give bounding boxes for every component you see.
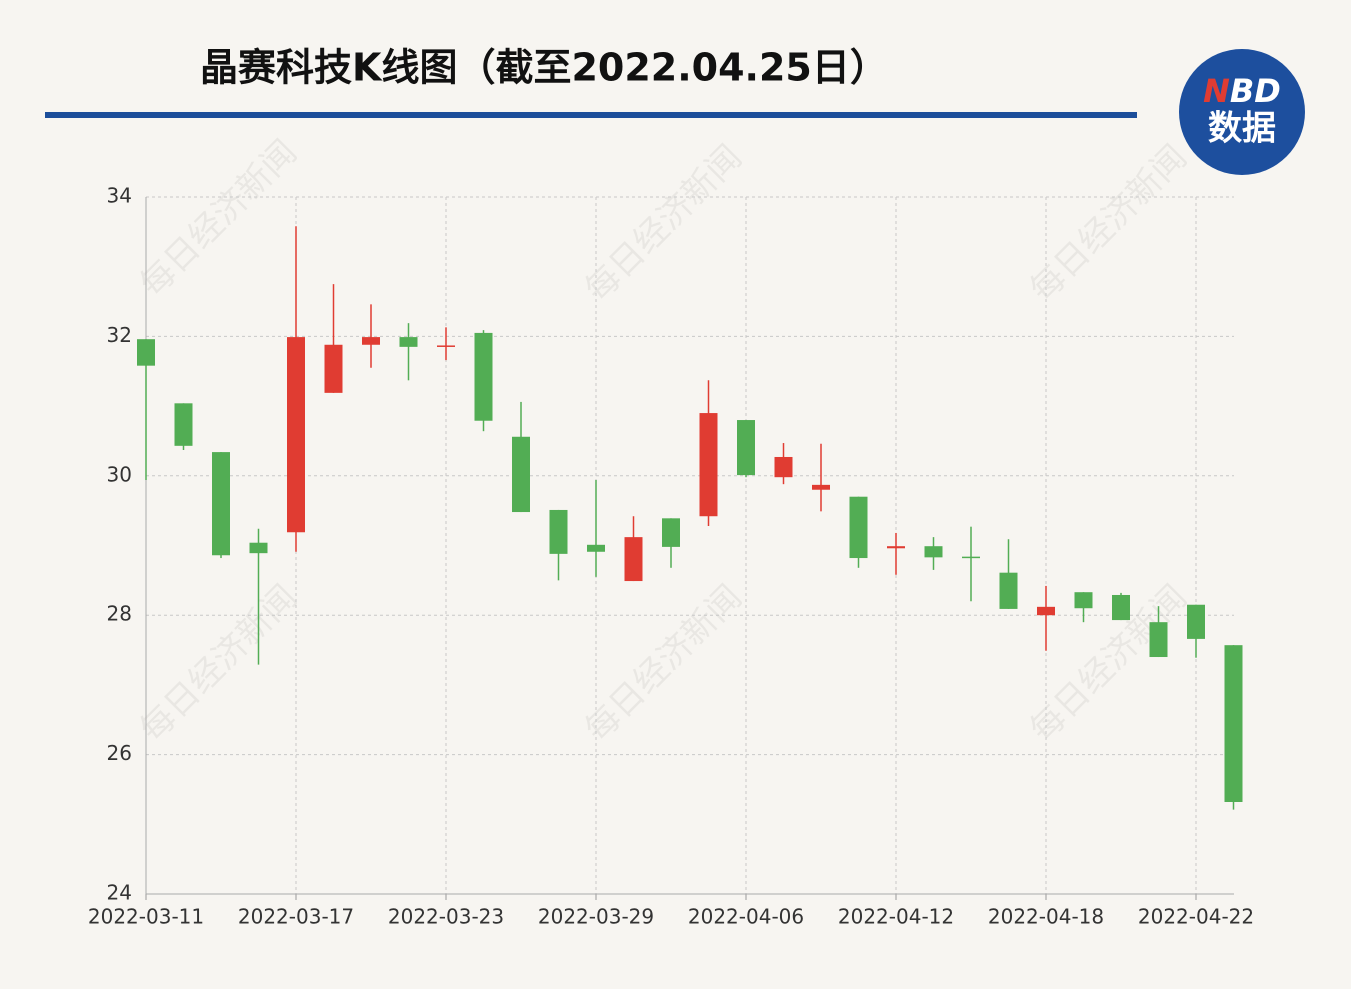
y-tick-label: 32	[107, 323, 132, 347]
y-tick-label: 26	[107, 741, 132, 765]
candle-body	[924, 546, 943, 558]
x-tick-label: 2022-04-12	[838, 905, 954, 929]
y-tick-label: 30	[107, 462, 132, 486]
logo-label: 数据	[1208, 109, 1276, 149]
candle-body	[624, 537, 643, 582]
candle-body	[662, 518, 680, 547]
candle-body	[287, 337, 305, 533]
candle-body	[587, 544, 605, 552]
candle-body	[887, 546, 905, 549]
title-rule	[45, 112, 1137, 118]
y-tick-label: 24	[107, 881, 132, 905]
candle-body	[399, 337, 418, 347]
candle-body	[1224, 645, 1243, 802]
candle-body	[737, 420, 755, 476]
chart-title: 晶赛科技K线图（截至2022.04.25日）	[200, 46, 888, 90]
x-tick-label: 2022-03-17	[238, 905, 354, 929]
candle-body	[137, 339, 155, 366]
x-tick-label: 2022-03-23	[388, 905, 504, 929]
candle-body	[1112, 594, 1130, 621]
x-tick-label: 2022-03-29	[538, 905, 654, 929]
candle-body	[962, 556, 980, 559]
candle-body	[249, 542, 268, 554]
candle-body	[512, 436, 530, 513]
candle-body	[212, 452, 230, 556]
candle-body	[174, 403, 193, 446]
candle-body	[849, 496, 868, 559]
candle-body	[999, 572, 1018, 609]
candle-body	[1187, 604, 1205, 639]
candle-body	[699, 413, 718, 517]
candle-body	[362, 337, 380, 345]
candle-body	[812, 484, 830, 490]
y-tick-label: 34	[107, 184, 132, 208]
plot: 24 26 28 30 32 34 2022-03-11 2022-03-17 2022-03-…	[88, 184, 1254, 929]
candle-body	[474, 332, 493, 421]
logo	[1179, 49, 1305, 175]
y-tick-label: 28	[107, 602, 132, 626]
x-tick-label: 2022-04-18	[988, 905, 1104, 929]
candle-body	[1074, 592, 1093, 609]
x-tick-label: 2022-04-22	[1138, 905, 1254, 929]
candle-body	[1037, 606, 1055, 616]
candle-body	[1149, 622, 1168, 658]
x-tick-label: 2022-04-06	[688, 905, 804, 929]
candle-body	[437, 345, 455, 347]
x-tick-label: 2022-03-11	[88, 905, 204, 929]
candle-body	[324, 344, 343, 393]
logo-brand: NBD	[1203, 72, 1281, 110]
candle-body	[774, 456, 793, 478]
candle-body	[549, 509, 568, 554]
